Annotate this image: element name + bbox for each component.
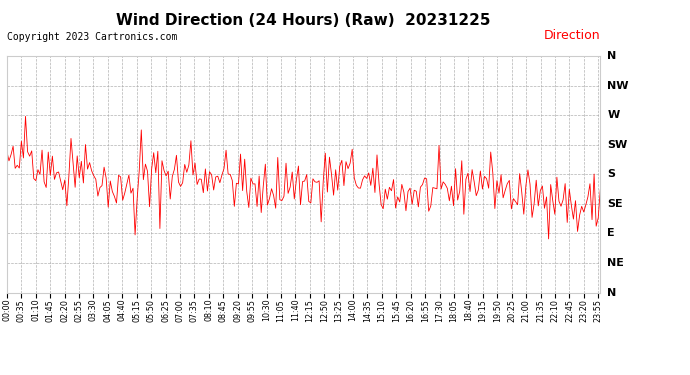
Text: SW: SW <box>607 140 627 150</box>
Text: NW: NW <box>607 81 629 91</box>
Text: N: N <box>607 288 616 297</box>
Text: SE: SE <box>607 199 623 209</box>
Text: N: N <box>607 51 616 61</box>
Text: Direction: Direction <box>544 29 600 42</box>
Text: S: S <box>607 170 615 179</box>
Text: NE: NE <box>607 258 624 268</box>
Text: E: E <box>607 228 615 238</box>
Text: Copyright 2023 Cartronics.com: Copyright 2023 Cartronics.com <box>7 32 177 42</box>
Text: W: W <box>607 110 620 120</box>
Text: Wind Direction (24 Hours) (Raw)  20231225: Wind Direction (24 Hours) (Raw) 20231225 <box>117 13 491 28</box>
